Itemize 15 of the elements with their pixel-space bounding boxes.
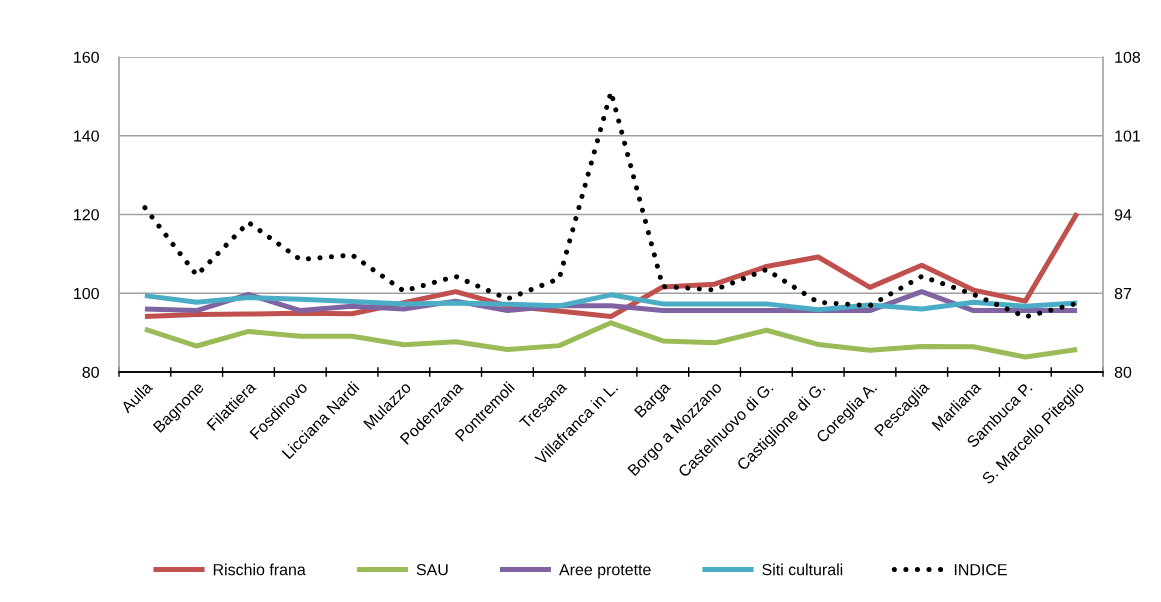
- y-tick-label: 140: [74, 130, 99, 142]
- legend-label: Rischio frana: [213, 563, 306, 576]
- y2-tick-label: 87: [1114, 287, 1132, 300]
- y2-tick-label: 108: [1115, 51, 1141, 63]
- y2-tick-label: 94: [1114, 209, 1132, 221]
- y2-tick-label: 101: [1115, 130, 1140, 142]
- legend-label: Siti culturali: [762, 563, 843, 576]
- y-tick-label: 160: [74, 51, 99, 63]
- legend-label: SAU: [416, 563, 448, 576]
- y2-tick-label: 80: [1114, 366, 1132, 378]
- legend-label: Aree protette: [559, 564, 651, 579]
- y-tick-label: 80: [82, 366, 99, 378]
- y-tick-label: 100: [74, 287, 99, 300]
- y-tick-label: 120: [74, 209, 99, 221]
- legend-label: INDICE: [954, 563, 1007, 576]
